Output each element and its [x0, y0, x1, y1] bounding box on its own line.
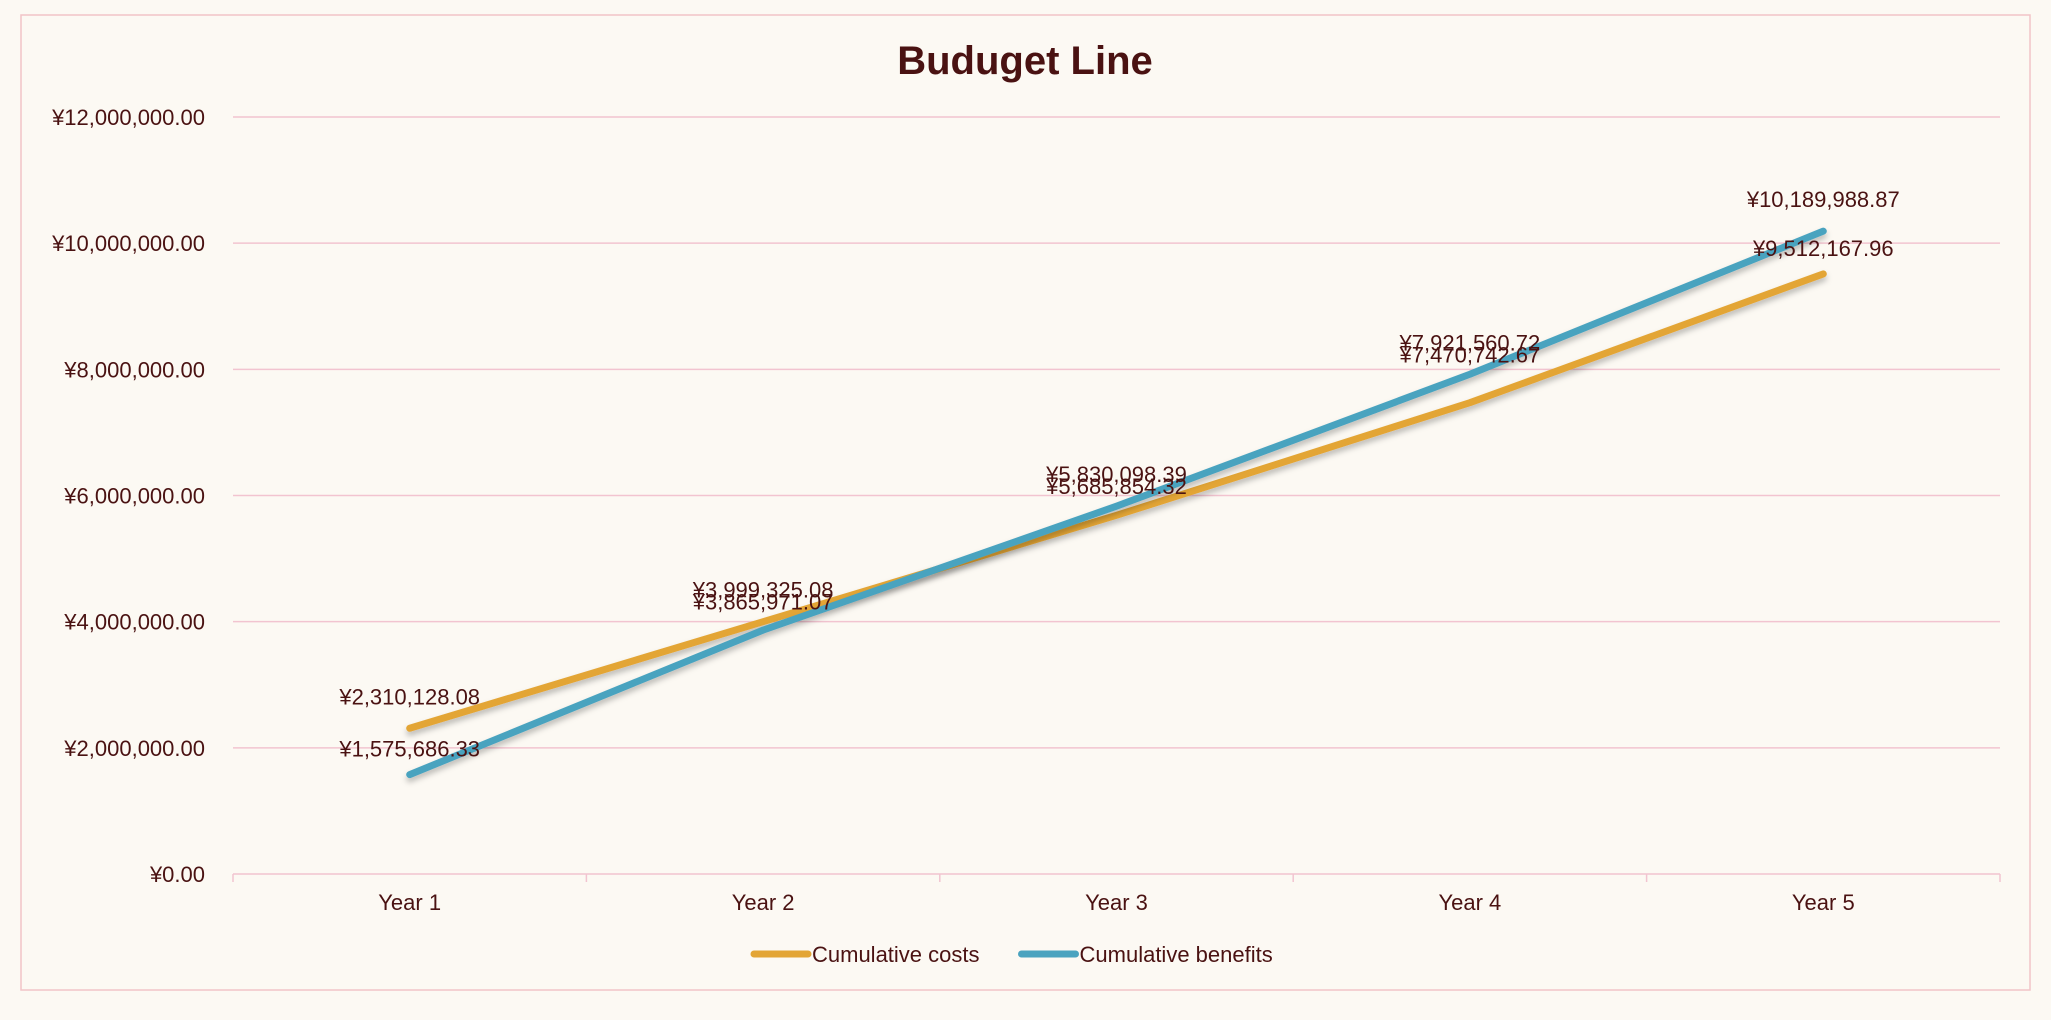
data-label: ¥9,512,167.96 [1752, 236, 1894, 261]
series-line-benefits [406, 227, 1827, 779]
chart-border [20, 14, 2031, 991]
data-label: ¥7,921,560.72 [1399, 330, 1541, 355]
y-tick-label: ¥0.00 [149, 862, 205, 887]
y-tick-label: ¥6,000,000.00 [63, 484, 205, 509]
data-label: ¥2,310,128.08 [338, 684, 480, 709]
x-tick-label: Year 5 [1792, 890, 1855, 915]
data-label: ¥5,685,854.32 [1045, 474, 1187, 499]
axes: ¥0.00 ¥2,000,000.00 ¥4,000,000.00 ¥6,000,00… [51, 105, 2001, 915]
data-label: ¥7,470,742.67 [1399, 342, 1541, 367]
data-label: ¥3,999,325.08 [692, 578, 834, 603]
legend-label: Cumulative costs [812, 942, 980, 967]
x-tick-label: Year 3 [1085, 890, 1148, 915]
gridlines [233, 116, 2000, 749]
data-label: ¥3,865,971.07 [692, 590, 834, 615]
x-tick-label: Year 2 [732, 890, 795, 915]
legend-item: Cumulative benefits [1018, 942, 1273, 967]
series-lines [406, 227, 1827, 779]
y-tick-label: ¥4,000,000.00 [63, 610, 205, 635]
data-label: ¥10,189,988.87 [1746, 187, 1900, 212]
series-line-costs [406, 270, 1827, 732]
x-tick-label: Year 1 [378, 890, 441, 915]
legend: Cumulative costs Cumulative benefits [750, 942, 1273, 967]
legend-item: Cumulative costs [750, 942, 980, 967]
chart-title: Buduget Line [897, 39, 1153, 83]
y-tick-label: ¥12,000,000.00 [51, 105, 205, 130]
data-label: ¥1,575,686.33 [338, 737, 480, 762]
legend-label: Cumulative benefits [1080, 942, 1273, 967]
y-tick-label: ¥2,000,000.00 [63, 736, 205, 761]
data-labels: ¥2,310,128.08¥1,575,686.33¥3,999,325.08¥… [338, 187, 1899, 761]
y-tick-label: ¥10,000,000.00 [51, 231, 205, 256]
x-tick-label: Year 4 [1438, 890, 1501, 915]
data-label: ¥5,830,098.39 [1045, 462, 1187, 487]
y-tick-label: ¥8,000,000.00 [63, 357, 205, 382]
